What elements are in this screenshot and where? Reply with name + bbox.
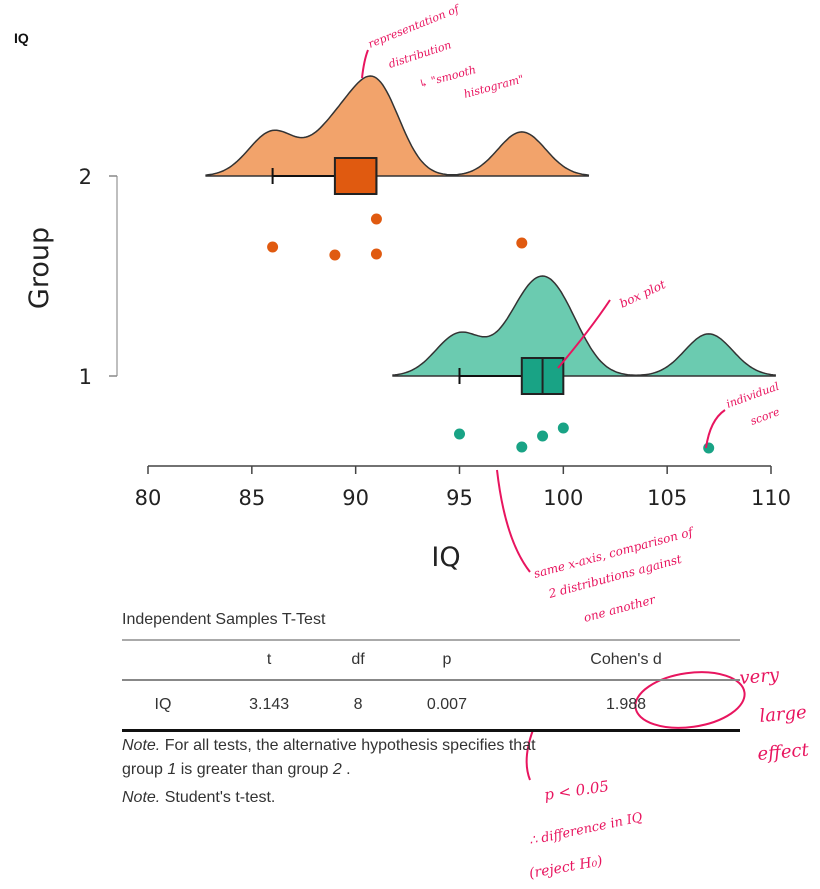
annotation-individual-score: individual score	[705, 380, 782, 449]
t-test-table: Independent Samples T-Test t df p Cohen'…	[122, 611, 740, 810]
y-axis-title: Group	[24, 227, 55, 309]
table-title: Independent Samples T-Test	[122, 611, 326, 628]
x-tick-label: 95	[446, 486, 473, 510]
data-point	[454, 428, 465, 440]
col-header-df: df	[351, 651, 365, 668]
density-cloud-group-2	[205, 75, 590, 177]
density-cloud-group-1	[392, 275, 776, 377]
x-tick-label: 100	[543, 486, 583, 510]
data-point	[557, 422, 569, 434]
col-header-p: p	[442, 651, 452, 668]
data-point	[516, 441, 528, 453]
svg-text:box plot: box plot	[617, 277, 668, 310]
col-header-t: t	[266, 651, 272, 668]
x-axis-title: IQ	[431, 542, 460, 573]
data-point	[267, 241, 279, 253]
data-point	[516, 237, 528, 249]
annotation-distribution: representation of distribution ↳ "smooth…	[361, 2, 525, 101]
raincloud-chart: 80 85 90 95 100 105 110 1 2 IQ Group representat…	[24, 2, 791, 600]
y-tick-label: 2	[79, 165, 92, 189]
cell-t: 3.143	[249, 696, 290, 713]
annotation-effect-1: very	[739, 665, 781, 689]
plot-title: IQ	[14, 30, 29, 46]
cell-cohens-d: 1.988	[606, 696, 647, 713]
data-point	[370, 248, 382, 260]
annotation-pvalue-2: ∴ difference in IQ	[528, 810, 645, 849]
table-row: IQ 3.143 8 0.007 1.988	[122, 680, 740, 731]
x-tick-label: 90	[342, 486, 369, 510]
annotation-effect-3: effect	[757, 740, 811, 765]
x-tick-label: 85	[238, 486, 265, 510]
data-point	[537, 430, 549, 442]
cell-p: 0.007	[426, 696, 467, 713]
y-tick-label: 1	[79, 365, 92, 389]
x-tick-label: 80	[135, 486, 162, 510]
x-tick-label: 105	[647, 486, 687, 510]
data-point	[703, 442, 715, 454]
svg-text:distribution: distribution	[387, 38, 453, 71]
cell-df: 8	[353, 696, 363, 713]
col-header-cohens-d: Cohen's d	[590, 651, 662, 668]
svg-text:score: score	[749, 405, 782, 428]
data-point	[329, 249, 341, 261]
data-point	[370, 213, 382, 225]
box-group-2	[333, 157, 378, 195]
annotation-pvalue-3: (reject H₀)	[528, 853, 604, 882]
cell-variable: IQ	[154, 696, 172, 713]
table-notes: Note. For all tests, the alternative hyp…	[122, 737, 536, 806]
x-tick-label: 110	[751, 486, 791, 510]
annotation-effect-2: large	[759, 702, 808, 727]
col-header	[122, 640, 204, 680]
